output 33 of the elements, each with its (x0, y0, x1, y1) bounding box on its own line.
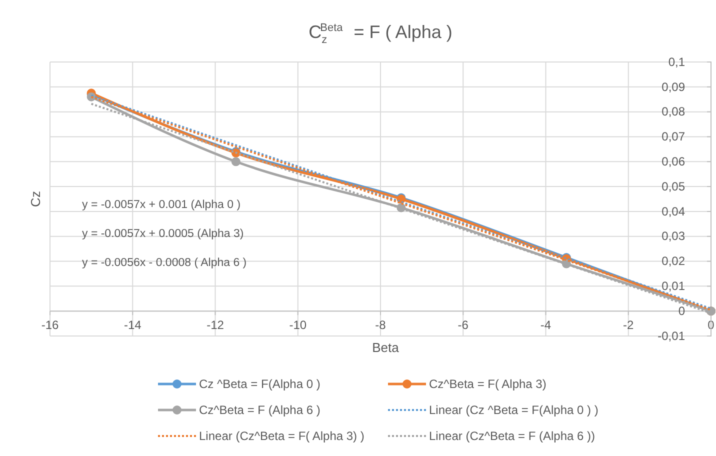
y-tick-label: 0 (678, 304, 686, 318)
legend-label: Linear (Cz^Beta = F (Alpha 6 )) (429, 429, 596, 443)
y-tick-label: 0,04 (662, 204, 686, 218)
x-tick-label: -8 (375, 318, 386, 332)
x-tick-label: -14 (124, 318, 142, 332)
x-tick-label: -2 (623, 318, 634, 332)
y-tick-label: 0,06 (662, 154, 686, 168)
legend-label: Cz^Beta = F (Alpha 6 ) (199, 403, 320, 417)
legend-label: Linear (Cz ^Beta = F(Alpha 0 ) ) (429, 403, 598, 417)
x-tick-label: -12 (206, 318, 224, 332)
y-axis-title: Cz (28, 191, 43, 207)
legend-label: Cz ^Beta = F(Alpha 0 ) (199, 377, 320, 391)
x-tick-label: -16 (41, 318, 59, 332)
y-tick-label: 0,1 (668, 54, 686, 69)
y-tick-label: 0,09 (662, 80, 686, 94)
y-tick-label: 0,08 (662, 104, 686, 119)
y-tick-label: 0,05 (662, 179, 686, 194)
annotation: y = -0.0056x - 0.0008 ( Alpha 6 ) (82, 257, 247, 269)
annotation: y = -0.0057x + 0.0005 (Alpha 3) (82, 228, 244, 240)
point (231, 157, 240, 166)
y-tick-label: 0,02 (662, 254, 686, 268)
x-tick-label: -6 (458, 318, 469, 332)
x-tick-label: -4 (540, 318, 552, 332)
legend-label: Linear (Cz^Beta = F( Alpha 3) ) (199, 429, 364, 443)
x-tick-label: -10 (289, 318, 307, 332)
y-tick-label: -0,01 (658, 328, 686, 343)
legend-label: Cz^Beta = F( Alpha 3) (429, 377, 546, 391)
x-axis-title: Beta (372, 340, 400, 355)
y-tick-label: 0,07 (662, 130, 686, 144)
chart-title: C$_{z}$$^{Beta}$ = F ( Alpha ) (308, 22, 452, 46)
annotation: y = -0.0057x + 0.001 (Alpha 0 ) (82, 199, 241, 211)
y-tick-label: 0,01 (662, 279, 686, 294)
y-tick-label: 0,03 (662, 229, 686, 244)
